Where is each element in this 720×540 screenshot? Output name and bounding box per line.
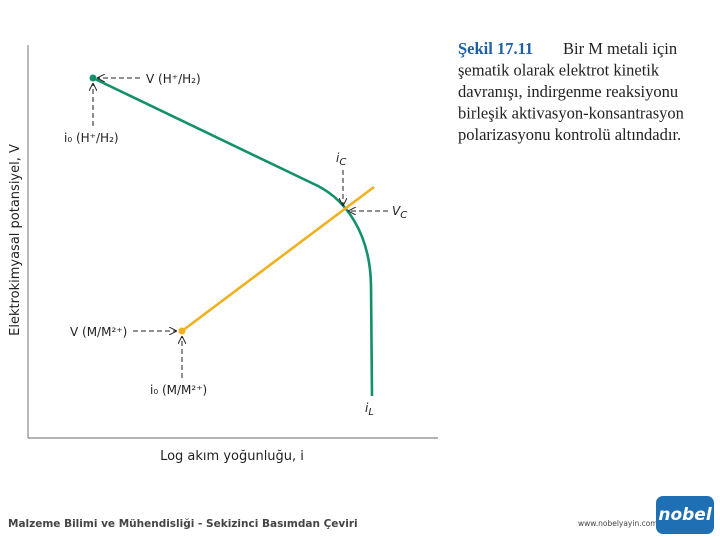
annotation: V (M/M²⁺) — [70, 325, 127, 339]
caption-line: Bir M metali için — [563, 39, 677, 58]
annotation: i₀ (H⁺/H₂) — [64, 131, 119, 145]
y-axis-label: Elektrokimyasal potansiyel, V — [8, 144, 23, 336]
caption-line: şematik olarak elektrot kinetik — [458, 61, 660, 80]
caption-label: Şekil 17.11 — [458, 39, 533, 58]
annotation: VC — [392, 204, 407, 221]
annotation: V (H⁺/H₂) — [146, 72, 201, 86]
oxidation-line — [181, 185, 375, 333]
footer-url: www.nobelyayin.com — [578, 519, 658, 528]
point — [178, 327, 186, 335]
annotation: iC — [336, 151, 346, 168]
caption: Bir M metali için şematik olarak elektrot… — [458, 39, 684, 144]
caption-line: polarizasyonu kontrolü altındadır. — [458, 125, 681, 144]
logo-text: nobel — [658, 505, 712, 525]
point — [89, 74, 97, 82]
reduction-curve — [92, 76, 374, 397]
annotation: iL — [365, 401, 374, 418]
x-axis-label: Log akım yoğunluğu, i — [160, 449, 304, 464]
annotation: i₀ (M/M²⁺) — [150, 383, 207, 397]
footer-text: Malzeme Bilimi ve Mühendisliği - Sekizin… — [8, 518, 358, 530]
caption-line: birleşik aktivasyon-konsantrasyon — [458, 104, 684, 123]
logo — [656, 496, 714, 534]
caption-line: davranışı, indirgenme reaksiyonu — [458, 82, 678, 101]
